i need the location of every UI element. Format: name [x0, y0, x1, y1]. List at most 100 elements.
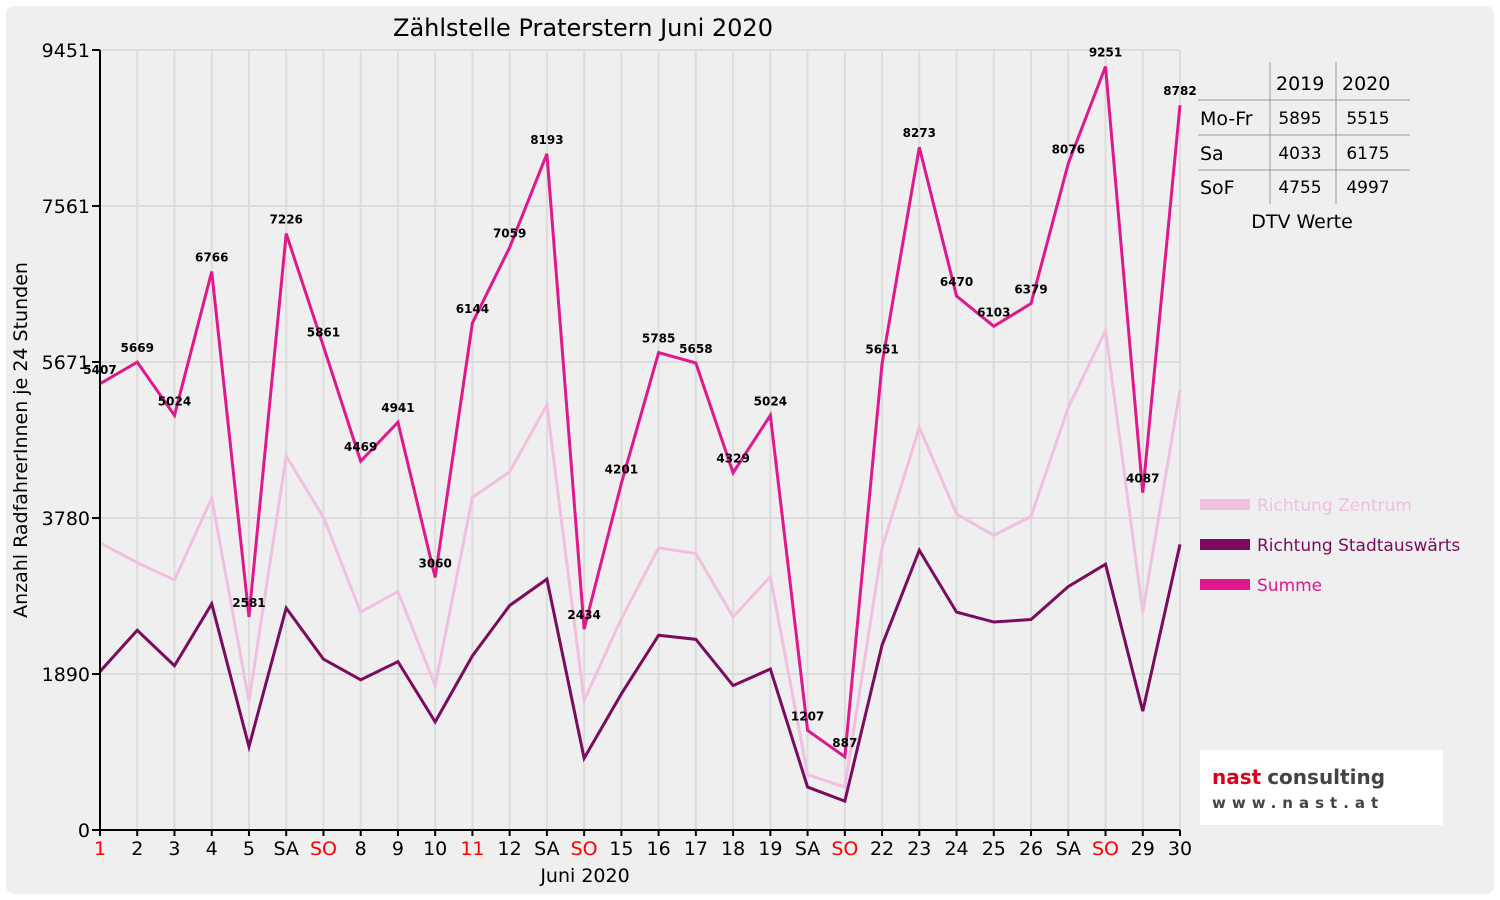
data-label: 2434: [567, 608, 600, 622]
x-tick-label: 12: [498, 838, 522, 860]
x-tick-label: SA: [1056, 838, 1081, 860]
legend-swatch-stadtauswaerts: [1200, 539, 1250, 550]
legend-label-zentrum: Richtung Zentrum: [1257, 496, 1412, 516]
data-label: 8193: [530, 133, 563, 147]
x-tick-label: 25: [982, 838, 1006, 860]
y-axis-label: Anzahl RadfahrerInnen je 24 Stunden: [10, 262, 32, 618]
table-header-2020: 2020: [1342, 73, 1390, 95]
data-label: 4087: [1126, 472, 1159, 486]
x-tick-label: SA: [795, 838, 820, 860]
data-label: 8273: [903, 126, 936, 140]
x-tick-label: 26: [1019, 838, 1043, 860]
legend-label-stadtauswaerts: Richtung Stadtauswärts: [1257, 536, 1460, 556]
table-row-label: Mo-Fr: [1200, 108, 1253, 130]
chart-title: Zählstelle Praterstern Juni 2020: [393, 14, 773, 42]
data-label: 887: [832, 736, 857, 750]
data-label: 6144: [456, 302, 489, 316]
data-label: 5861: [307, 325, 340, 339]
data-label: 4329: [716, 452, 749, 466]
y-tick-label: 3780: [42, 508, 90, 530]
table-cell: 5515: [1346, 109, 1389, 129]
data-label: 4201: [605, 462, 638, 476]
data-label: 5024: [158, 394, 191, 408]
table-cell: 5895: [1278, 109, 1321, 129]
x-tick-label: 4: [206, 838, 218, 860]
legend: Richtung Zentrum Richtung Stadtauswärts …: [1200, 496, 1460, 596]
series-line-0: [99, 325, 1182, 790]
data-label: 1207: [791, 709, 824, 723]
x-tick-label: 23: [907, 838, 931, 860]
logo-url: www.nast.at: [1212, 794, 1384, 812]
table-cell: 4997: [1346, 178, 1389, 198]
series-line-1: [98, 544, 1182, 804]
y-tick-label: 0: [78, 820, 90, 842]
y-tick-label: 1890: [42, 664, 90, 686]
data-label: 5651: [865, 343, 898, 357]
x-tick-label: 11: [460, 838, 484, 860]
dtv-table: 2019 2020 Mo-Fr 5895 5515 Sa 4033 6175 S…: [1198, 62, 1410, 233]
x-tick-label: 8: [355, 838, 367, 860]
x-tick-label: SA: [273, 838, 298, 860]
x-tick-label: 22: [870, 838, 894, 860]
logo-name: nast consulting: [1212, 765, 1385, 789]
data-label: 8076: [1052, 142, 1085, 156]
x-tick-label: 29: [1131, 838, 1155, 860]
x-tick-label: 9: [392, 838, 404, 860]
data-label: 2581: [232, 596, 265, 610]
data-label: 6470: [940, 275, 973, 289]
table-row-label: SoF: [1200, 177, 1235, 199]
table-cell: 6175: [1346, 144, 1389, 164]
data-label: 5407: [83, 363, 116, 377]
series-layer: [98, 65, 1182, 804]
data-label: 5024: [754, 394, 787, 408]
x-tick-label: 16: [647, 838, 671, 860]
data-label: 7059: [493, 226, 526, 240]
data-label: 3060: [418, 556, 451, 570]
x-tick-label: SO: [571, 838, 598, 860]
x-tick-label: 5: [243, 838, 255, 860]
x-tick-label: 18: [721, 838, 745, 860]
data-labels: 5407 5669 5024 6766 2581 7226 5861 4469 4941 3060…: [83, 46, 1196, 750]
table-cell: 4755: [1278, 178, 1321, 198]
x-tick-label: 15: [609, 838, 633, 860]
data-label: 5669: [121, 341, 154, 355]
x-tick-label: SO: [1092, 838, 1119, 860]
data-label: 9251: [1089, 46, 1122, 60]
y-tick-label: 9451: [42, 40, 90, 62]
legend-swatch-summe: [1200, 579, 1250, 590]
table-header-2019: 2019: [1276, 73, 1324, 95]
legend-label-summe: Summe: [1257, 576, 1322, 596]
data-label: 8782: [1163, 84, 1196, 98]
x-axis-label: Juni 2020: [539, 865, 629, 887]
data-label: 4469: [344, 440, 377, 454]
y-tick-label: 5671: [42, 352, 90, 374]
table-row-label: Sa: [1200, 143, 1224, 165]
x-tick-label: 19: [758, 838, 782, 860]
x-tick-label: SO: [310, 838, 337, 860]
y-tick-label: 7561: [42, 196, 90, 218]
x-tick-label: 2: [131, 838, 143, 860]
x-tick-label: 1: [94, 838, 106, 860]
logo-box: [1200, 750, 1443, 825]
data-label: 6766: [195, 251, 228, 265]
legend-swatch-zentrum: [1200, 499, 1250, 510]
data-label: 6103: [977, 305, 1010, 319]
data-label: 4941: [381, 401, 414, 415]
series-line-2: [99, 65, 1182, 760]
x-tick-label: SA: [534, 838, 559, 860]
table-cell: 4033: [1278, 144, 1321, 164]
data-label: 7226: [270, 213, 303, 227]
x-tick-label: 17: [684, 838, 708, 860]
chart-panel: [6, 6, 1494, 894]
table-caption: DTV Werte: [1251, 211, 1353, 233]
data-label: 5658: [679, 342, 712, 356]
x-tick-label: 30: [1168, 838, 1192, 860]
logo: nast consulting www.nast.at: [1200, 750, 1443, 825]
x-tick-label: 24: [944, 838, 968, 860]
x-tick-label: SO: [831, 838, 858, 860]
grid: [100, 49, 1181, 830]
data-label: 6379: [1014, 283, 1047, 297]
x-tick-label: 10: [423, 838, 447, 860]
